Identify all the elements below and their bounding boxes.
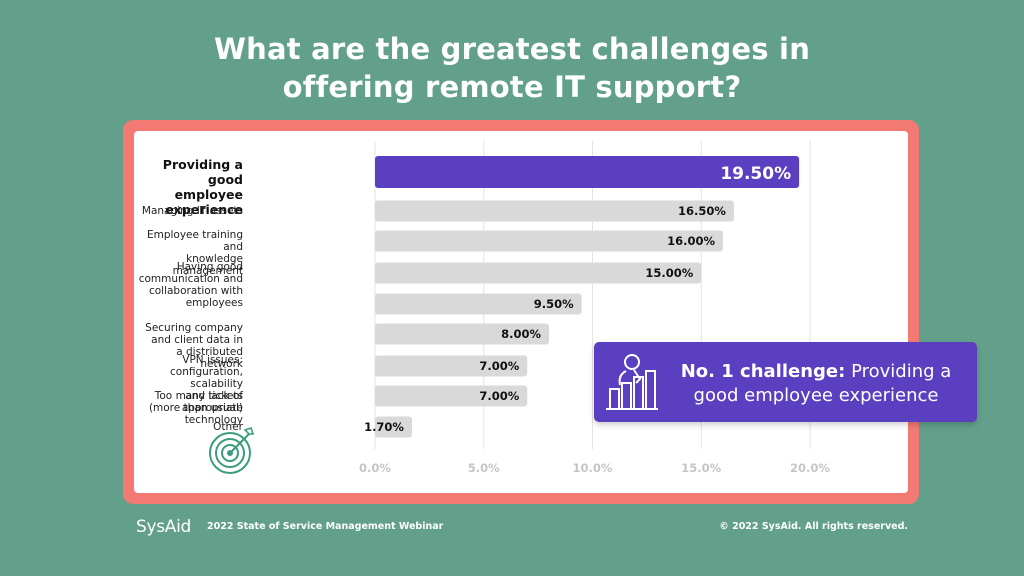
bar-value-label: 16.00% <box>667 234 715 248</box>
bar-value-label: 15.00% <box>645 266 693 280</box>
category-label: Other <box>213 421 243 433</box>
bar <box>375 323 549 345</box>
category-label: Employee training and knowledge manageme… <box>146 229 243 277</box>
x-tick-label: 15.0% <box>681 461 721 475</box>
title-line-2: offering remote IT support? <box>282 70 742 104</box>
callout-line-1: Providing a <box>851 361 952 382</box>
bar-chart: 0.0% 5.0% 10.0% 15.0% 20.0% 19.50% 16.50% 16.00… <box>359 141 830 475</box>
category-label: Providing a good employee experience <box>162 157 243 217</box>
bar <box>375 293 582 315</box>
bar <box>375 200 734 222</box>
bar-value-label: 19.50% <box>720 164 791 184</box>
bar <box>375 156 800 188</box>
x-tick-label: 20.0% <box>790 461 830 475</box>
person-climbing-chart-icon <box>606 354 658 410</box>
bar-value-label: 7.00% <box>479 359 519 373</box>
page-title: What are the greatest challenges in offe… <box>0 30 1024 106</box>
sysaid-logo: SysAid <box>136 517 192 537</box>
footer-webinar-text: 2022 State of Service Management Webinar <box>207 521 444 532</box>
chart-card: 0.0% 5.0% 10.0% 15.0% 20.0% 19.50% 16.50% 16.00… <box>134 131 908 493</box>
callout-text: No. 1 challenge: Providing a good employ… <box>666 360 966 408</box>
category-label: Managing IT assets <box>141 205 243 217</box>
bar-value-label: 1.70% <box>364 420 404 434</box>
callout-box: No. 1 challenge: Providing a good employ… <box>594 342 977 422</box>
title-line-1: What are the greatest challenges in <box>213 32 811 66</box>
x-tick-label: 0.0% <box>359 461 391 475</box>
category-label: Too many tickets (more than usual) <box>148 390 243 414</box>
bar <box>375 230 723 252</box>
callout-bold: No. 1 challenge: <box>680 361 846 382</box>
bar <box>375 416 412 438</box>
category-label: VPN issues: configuration, scalability a… <box>170 354 243 426</box>
footer-copyright: © 2022 SysAid. All rights reserved. <box>719 521 908 532</box>
x-tick-label: 5.0% <box>468 461 500 475</box>
target-icon <box>209 426 255 474</box>
bar-value-label: 16.50% <box>678 204 726 218</box>
x-tick-label: 10.0% <box>573 461 613 475</box>
bar <box>375 385 528 407</box>
category-label: Securing company and client data in a di… <box>145 322 243 370</box>
callout-line-2: good employee experience <box>693 385 939 406</box>
category-label: Having good communication and collaborat… <box>138 261 243 309</box>
bar-value-label: 9.50% <box>534 297 574 311</box>
bar <box>375 355 528 377</box>
bar <box>375 262 702 284</box>
bar-value-label: 8.00% <box>501 327 541 341</box>
bar-value-label: 7.00% <box>479 389 519 403</box>
